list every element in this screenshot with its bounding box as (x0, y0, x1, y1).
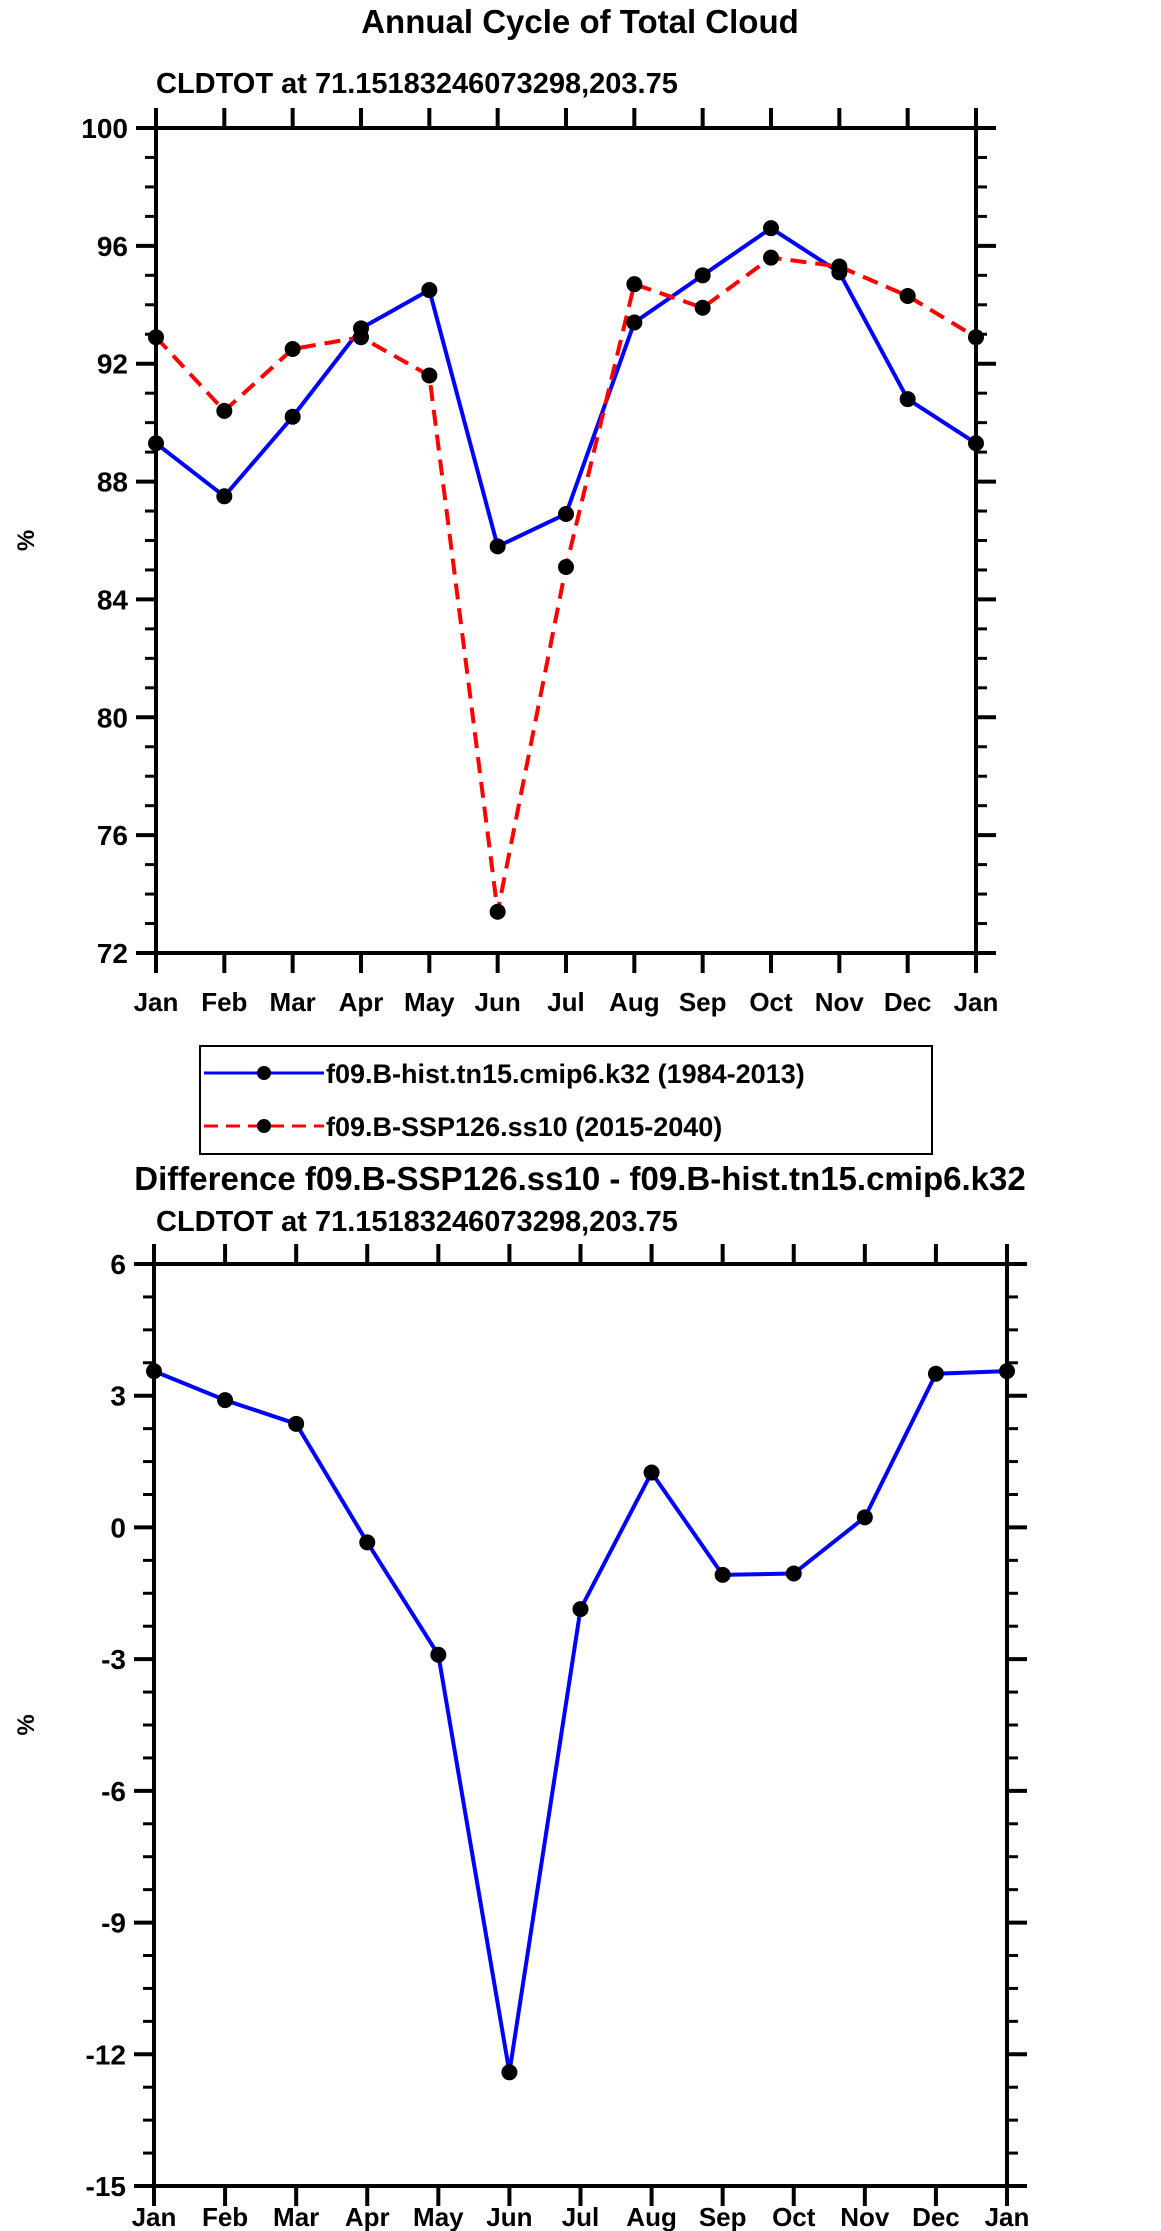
data-point-series1-10 (831, 258, 848, 275)
data-point-series0-7 (643, 1464, 660, 1481)
x-tick-label: Feb (201, 987, 247, 1017)
data-point-series0-4 (430, 1646, 447, 1663)
data-point-series0-4 (421, 282, 438, 299)
chart2-plot: -15 -12 -9 -6 -3 0 3 6 Jan Feb Mar Apr May Jun Jul Aug S… (13, 1244, 1029, 2231)
chart2-subtitle: CLDTOT at 71.15183246073298,203.75 (156, 1206, 678, 1238)
x-tick-label: Dec (884, 987, 932, 1017)
data-point-series0-3 (359, 1534, 376, 1551)
y-tick-label: 3 (110, 1381, 126, 1412)
data-point-series1-0 (148, 329, 164, 346)
y-tick-label: -12 (86, 2039, 126, 2070)
data-point-series0-6 (558, 505, 574, 522)
chart2-title: Difference f09.B-SSP126.ss10 - f09.B-his… (134, 1160, 1025, 1197)
chart1-title: Annual Cycle of Total Cloud (361, 3, 799, 40)
x-tick-label: Aug (609, 987, 660, 1017)
data-point-series1-9 (763, 249, 779, 266)
data-point-series0-8 (694, 267, 711, 284)
series-line-0 (154, 225, 978, 550)
x-tick-label: Feb (202, 2202, 248, 2231)
data-point-series0-7 (626, 314, 643, 331)
series-line-1 (154, 255, 978, 913)
legend-box (199, 1045, 933, 1155)
series-line-0 (153, 1369, 1008, 2073)
x-tick-label: Nov (815, 987, 865, 1017)
legend-label-hist: f09.B-hist.tn15.cmip6.k32 (1984-2013) (326, 1059, 805, 1089)
x-tick-label: Oct (772, 2202, 816, 2231)
y-tick-label: 100 (81, 113, 128, 144)
data-point-series0-2 (284, 408, 301, 425)
x-tick-label: Mar (270, 987, 316, 1017)
y-tick-label: 96 (97, 231, 128, 262)
x-tick-label: Jun (475, 987, 521, 1017)
x-tick-label: Sep (699, 2202, 747, 2231)
legend: f09.B-hist.tn15.cmip6.k32 (1984-2013) f0… (199, 1045, 933, 1155)
chart1-subtitle: CLDTOT at 71.15183246073298,203.75 (156, 68, 678, 100)
x-tick-label: Jun (486, 2202, 532, 2231)
x-tick-label: May (413, 2202, 464, 2231)
data-point-series0-8 (714, 1566, 731, 1583)
x-tick-label: Jan (954, 987, 999, 1017)
data-point-series1-6 (558, 559, 574, 576)
x-tick-label: Dec (912, 2202, 960, 2231)
x-tick-label: May (404, 987, 455, 1017)
x-tick-label: Jan (132, 2202, 177, 2231)
data-point-series0-12 (999, 1363, 1015, 1380)
y-tick-label: 84 (97, 584, 129, 615)
data-point-series1-5 (489, 903, 506, 920)
legend-marker-ssp (257, 1119, 271, 1133)
y-tick-label: 80 (97, 702, 128, 733)
y-tick-label: -9 (101, 1908, 126, 1939)
data-point-series0-12 (968, 435, 984, 452)
data-point-series1-2 (284, 340, 301, 357)
y-tick-label: 92 (97, 349, 128, 380)
y-tick-label: -6 (101, 1776, 126, 1807)
data-point-series1-1 (216, 402, 233, 419)
x-tick-label: Jul (562, 2202, 600, 2231)
x-tick-label: Mar (273, 2202, 319, 2231)
y-tick-label: 88 (97, 467, 128, 498)
data-point-series1-7 (626, 276, 643, 293)
y-tick-label: -15 (86, 2171, 126, 2202)
x-tick-label: Nov (840, 2202, 890, 2231)
x-tick-label: Jul (547, 987, 585, 1017)
data-point-series1-12 (968, 329, 984, 346)
data-point-series0-9 (763, 220, 779, 237)
data-point-series1-11 (899, 287, 916, 304)
data-point-series0-9 (785, 1565, 802, 1582)
data-point-series0-1 (217, 1392, 234, 1409)
chart1-plot: 72 76 80 84 88 92 96 100 Jan Feb Mar Apr May Jun Jul Au… (13, 108, 998, 1017)
x-tick-label: Sep (679, 987, 727, 1017)
data-point-series0-0 (148, 435, 164, 452)
data-point-series1-3 (353, 329, 369, 346)
y-tick-label: 76 (97, 820, 128, 851)
y-tick-label: -3 (101, 1644, 126, 1675)
y-tick-label: 6 (110, 1249, 126, 1280)
x-tick-label: Apr (345, 2202, 390, 2231)
y-tick-label: 0 (110, 1512, 126, 1543)
y-axis-label: % (13, 1714, 40, 1735)
data-point-series0-11 (927, 1365, 944, 1382)
data-point-series0-0 (146, 1363, 162, 1380)
x-tick-label: Apr (339, 987, 384, 1017)
y-tick-label: 72 (97, 938, 128, 969)
data-point-series1-4 (421, 367, 438, 384)
plot-frame (154, 126, 978, 955)
data-point-series0-10 (856, 1509, 873, 1526)
y-axis-label: % (13, 530, 40, 551)
x-tick-label: Oct (749, 987, 793, 1017)
x-tick-label: Jan (985, 2202, 1030, 2231)
data-point-series0-5 (489, 538, 506, 555)
data-point-series0-1 (216, 488, 233, 505)
data-point-series0-11 (899, 391, 916, 408)
data-point-series0-2 (288, 1415, 305, 1432)
data-point-series1-8 (694, 299, 711, 316)
x-tick-label: Jan (134, 987, 179, 1017)
data-point-series0-5 (501, 2064, 518, 2081)
data-point-series0-6 (572, 1601, 589, 1618)
legend-marker-hist (257, 1066, 271, 1080)
plot-frame (152, 1262, 1009, 2188)
x-tick-label: Aug (626, 2202, 677, 2231)
legend-label-ssp: f09.B-SSP126.ss10 (2015-2040) (326, 1112, 722, 1142)
